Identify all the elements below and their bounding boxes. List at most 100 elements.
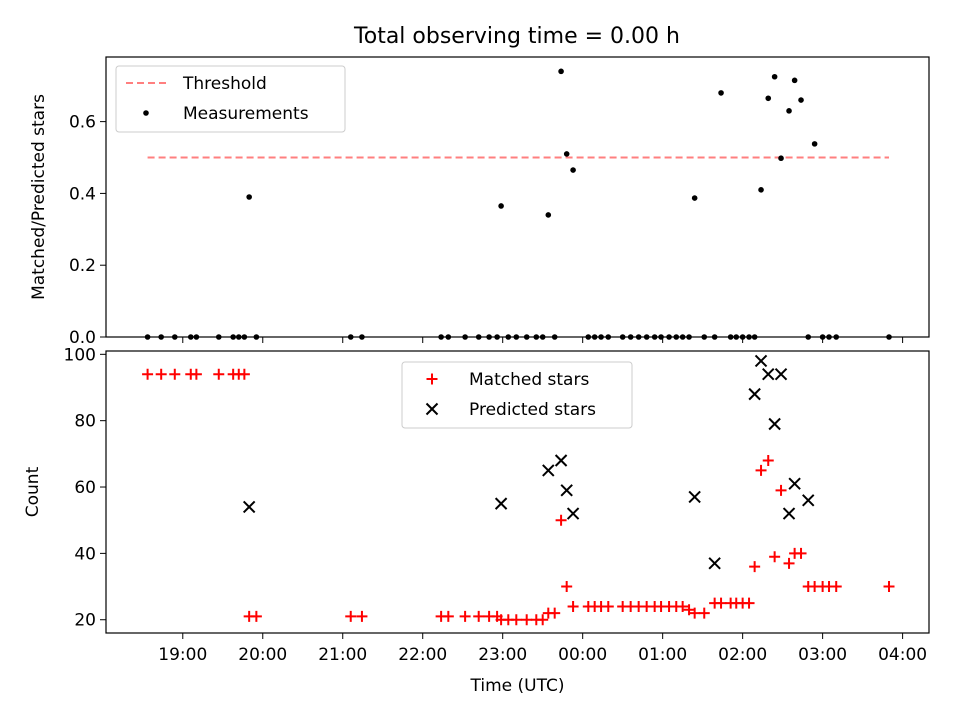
- data-point: [788, 477, 801, 490]
- data-point: [498, 203, 504, 209]
- data-point: [445, 334, 452, 340]
- data-point: [677, 600, 689, 612]
- y-tick-label: 0.4: [69, 184, 96, 204]
- data-point: [673, 334, 680, 340]
- data-point: [523, 334, 530, 340]
- data-point: [241, 334, 248, 340]
- data-point: [473, 610, 485, 622]
- data-point: [691, 195, 698, 201]
- data-point: [619, 334, 626, 340]
- y-tick-label: 40: [74, 544, 96, 564]
- data-point: [743, 597, 755, 609]
- data-point: [510, 614, 522, 626]
- data-point: [554, 454, 568, 467]
- legend-label: Predicted stars: [469, 400, 596, 420]
- data-point: [811, 141, 818, 147]
- data-point: [475, 334, 482, 340]
- data-point: [505, 334, 512, 340]
- data-point: [158, 334, 164, 340]
- bottom-axes: 19:00 20:00 21:00 22:00 23:00 00:00 01:00 02:00…: [23, 345, 930, 696]
- data-point: [798, 97, 804, 103]
- data-point: [356, 610, 368, 622]
- y-tick-label: 0.0: [69, 328, 96, 348]
- data-point: [250, 610, 262, 622]
- data-point: [193, 334, 200, 340]
- data-point: [688, 490, 701, 504]
- data-point: [746, 334, 752, 340]
- data-point: [826, 334, 832, 340]
- data-point: [561, 581, 573, 593]
- data-point: [230, 334, 236, 340]
- data-point: [533, 334, 540, 340]
- data-point: [769, 551, 781, 563]
- data-point: [795, 547, 807, 559]
- series-matched-stars: [142, 368, 895, 626]
- data-point: [359, 334, 365, 340]
- data-point: [635, 334, 642, 340]
- data-point: [144, 334, 151, 340]
- data-point: [886, 334, 892, 340]
- data-point: [345, 610, 357, 622]
- data-point: [560, 484, 573, 497]
- data-point: [786, 108, 792, 114]
- x-tick-label: 01:00: [638, 645, 687, 665]
- data-point: [190, 368, 202, 380]
- data-point: [774, 368, 788, 381]
- series-predicted-stars: [242, 354, 815, 570]
- data-point: [570, 167, 576, 173]
- y-axis-label: Matched/Predicted stars: [29, 94, 49, 300]
- data-point: [521, 614, 533, 626]
- x-tick-label: 02:00: [718, 645, 767, 665]
- x-tick-label: 19:00: [158, 645, 207, 665]
- legend: Matched stars Predicted stars: [401, 361, 633, 429]
- data-point: [462, 334, 468, 340]
- data-point: [698, 607, 710, 619]
- data-point: [833, 334, 840, 340]
- data-point: [347, 334, 354, 340]
- data-point: [537, 614, 549, 626]
- x-tick-label: 20:00: [238, 645, 287, 665]
- data-point: [643, 334, 650, 340]
- legend-box: [401, 361, 633, 429]
- data-point: [708, 557, 721, 570]
- legend-box: [115, 65, 346, 133]
- data-point: [591, 334, 598, 340]
- data-point: [751, 334, 758, 340]
- top-axes: 0.0 0.2 0.4 0.6 Matched/Predicted stars Thres…: [29, 56, 930, 348]
- legend-label: Matched stars: [469, 370, 589, 390]
- data-point: [771, 73, 778, 80]
- data-point: [758, 187, 764, 193]
- data-point: [768, 417, 781, 431]
- data-point: [765, 95, 772, 102]
- data-point: [748, 387, 761, 401]
- data-point: [701, 334, 708, 340]
- data-point: [169, 368, 181, 380]
- data-point: [459, 610, 471, 622]
- data-point: [819, 334, 826, 340]
- data-point: [566, 507, 580, 520]
- data-point: [627, 334, 634, 340]
- data-point: [805, 334, 812, 340]
- data-point: [715, 597, 727, 609]
- y-tick-label: 60: [74, 478, 96, 498]
- y-axis-label: Count: [23, 466, 43, 517]
- x-tick-label: 03:00: [798, 645, 847, 665]
- data-point: [246, 194, 252, 200]
- y-tick-label: 20: [74, 611, 96, 631]
- data-point: [563, 151, 570, 157]
- data-point: [791, 77, 798, 84]
- legend-label: Measurements: [183, 104, 309, 124]
- data-point: [666, 334, 672, 340]
- data-point: [542, 464, 555, 477]
- data-point: [727, 334, 734, 340]
- data-point: [689, 607, 701, 619]
- y-tick-label: 100: [64, 345, 96, 365]
- data-point: [545, 212, 552, 218]
- data-point: [651, 334, 658, 340]
- y-tick-label: 80: [74, 412, 96, 432]
- data-point: [783, 557, 795, 569]
- data-point: [494, 334, 500, 340]
- data-point: [830, 581, 842, 593]
- data-point: [213, 368, 225, 380]
- data-point: [486, 334, 492, 340]
